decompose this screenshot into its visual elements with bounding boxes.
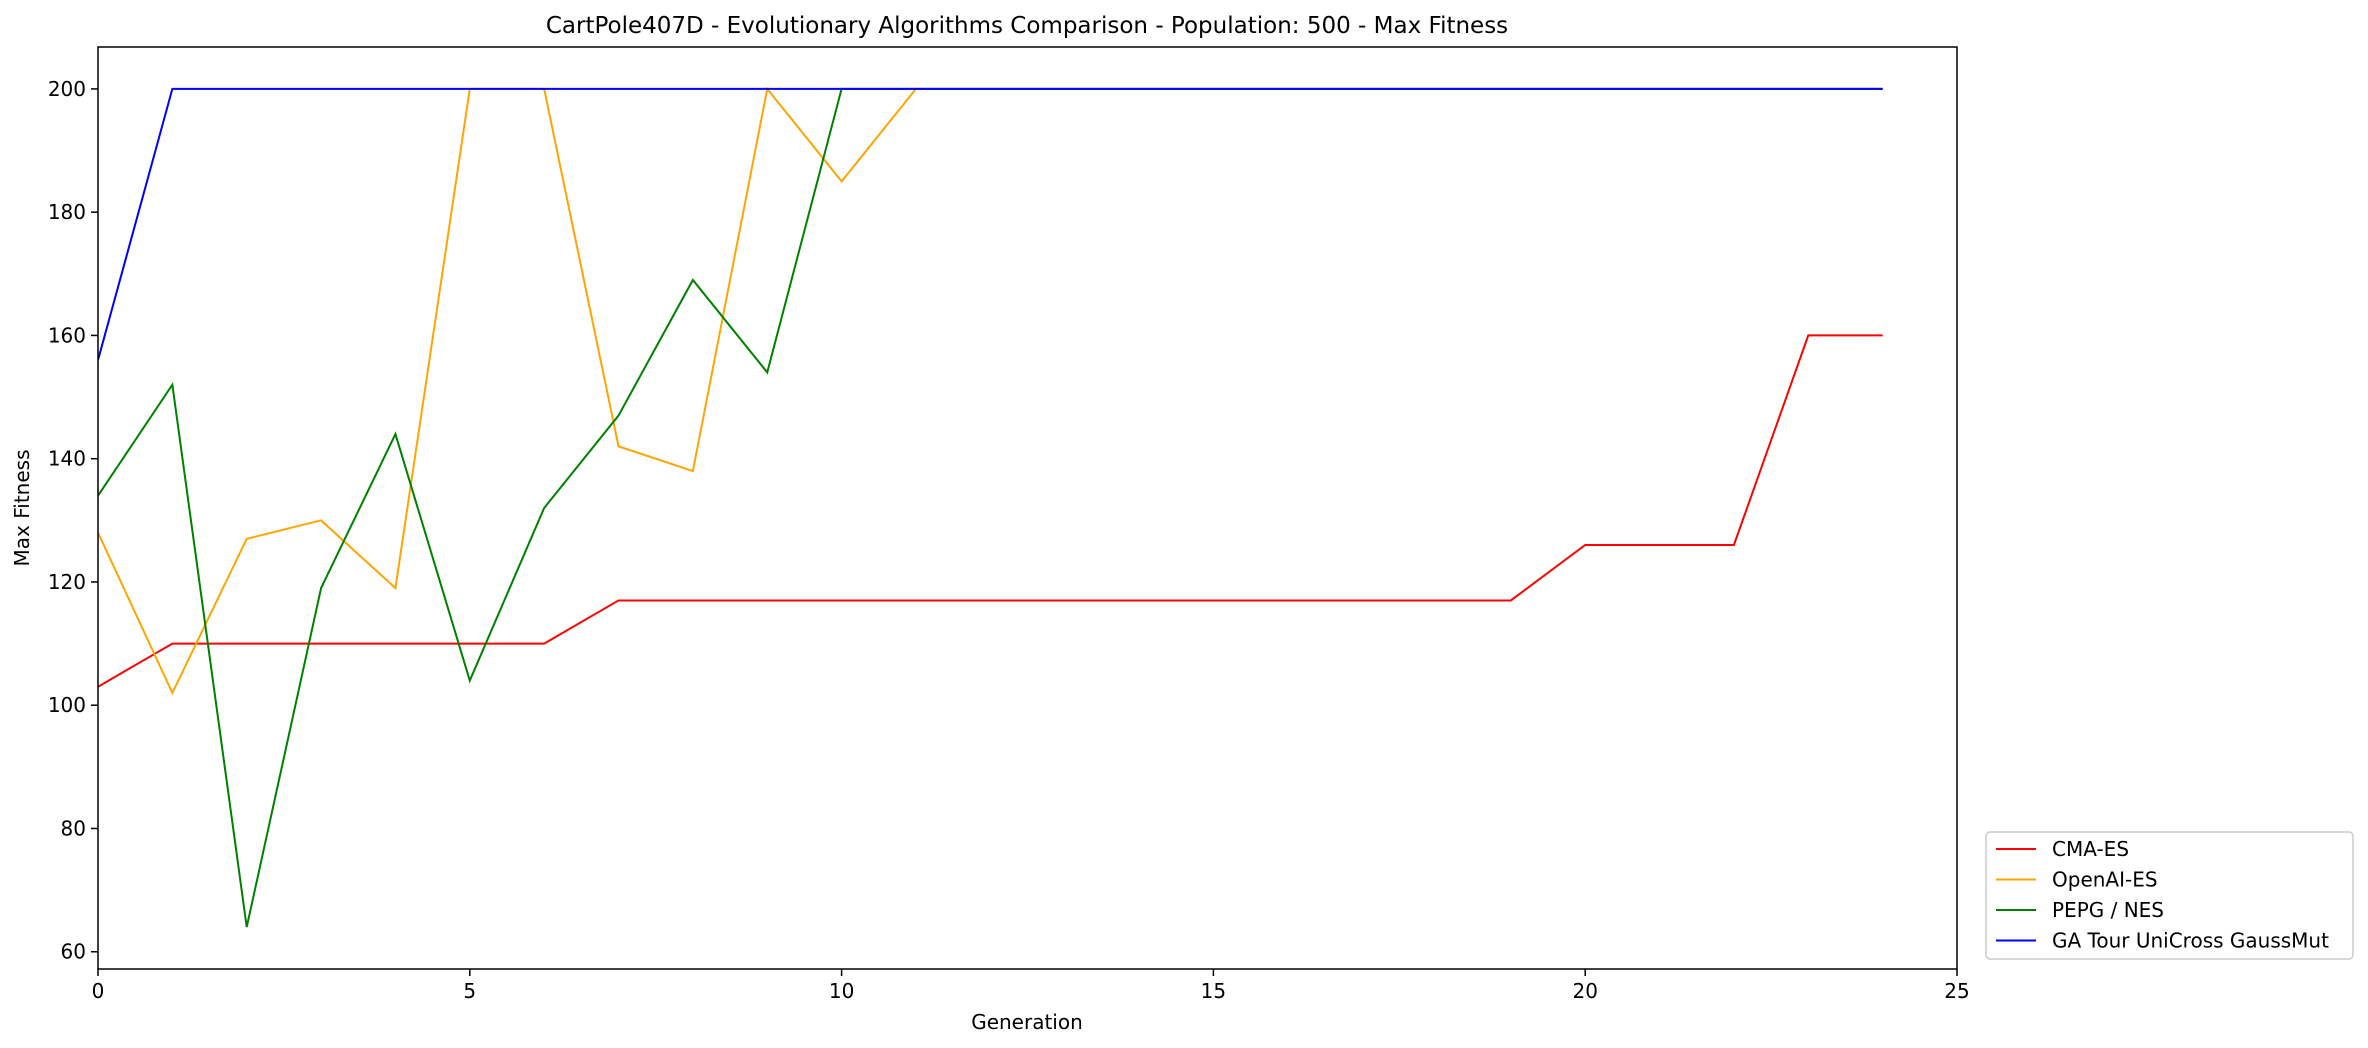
legend-item-pepg-nes: PEPG / NES [1996,898,2164,922]
plot-area [97,46,1958,970]
y-tick-label: 180 [48,200,86,224]
x-tick-label: 5 [463,979,476,1003]
x-axis: 0 5 10 15 20 25 [92,969,1970,1003]
legend-item-cma-es: CMA-ES [1996,837,2129,861]
legend-label: CMA-ES [2052,837,2129,861]
series-line-cma-es [98,334,1883,688]
legend-items: CMA-ES OpenAI-ES PEPG / NES GA Tour UniCros… [1996,837,2329,953]
y-tick-label: 140 [48,447,86,471]
y-tick-label: 80 [61,816,86,840]
y-tick-label: 200 [48,77,86,101]
legend-item-openai-es: OpenAI-ES [1996,868,2158,892]
y-tick-label: 100 [48,693,86,717]
x-tick-label: 0 [92,979,105,1003]
x-tick-label: 20 [1572,979,1597,1003]
x-tick-label: 15 [1201,979,1226,1003]
y-axis-label: Max Fitness [10,450,34,567]
legend-label: PEPG / NES [2052,898,2164,922]
series-line-ga-tour-unicross-gaussmut [98,87,1883,361]
legend-label: OpenAI-ES [2052,868,2158,892]
x-axis-label: Generation [971,1010,1083,1034]
chart-title: CartPole407D - Evolutionary Algorithms C… [546,13,1508,39]
legend-label: GA Tour UniCross GaussMut [2052,929,2329,953]
legend-item-ga-tour-unicross-gaussmut: GA Tour UniCross GaussMut [1996,929,2329,953]
y-axis: 60 80 100 120 140 160 180 200 [48,77,98,964]
legend-frame [1985,831,2354,960]
series-group [98,86,1883,928]
y-tick-label: 120 [48,570,86,594]
y-tick-label: 160 [48,323,86,347]
legend: CMA-ES OpenAI-ES PEPG / NES GA Tour UniCros… [1985,831,2354,960]
x-tick-label: 25 [1944,979,1969,1003]
y-tick-label: 60 [61,940,86,964]
x-tick-label: 10 [829,979,854,1003]
plot-frame [97,46,1958,970]
